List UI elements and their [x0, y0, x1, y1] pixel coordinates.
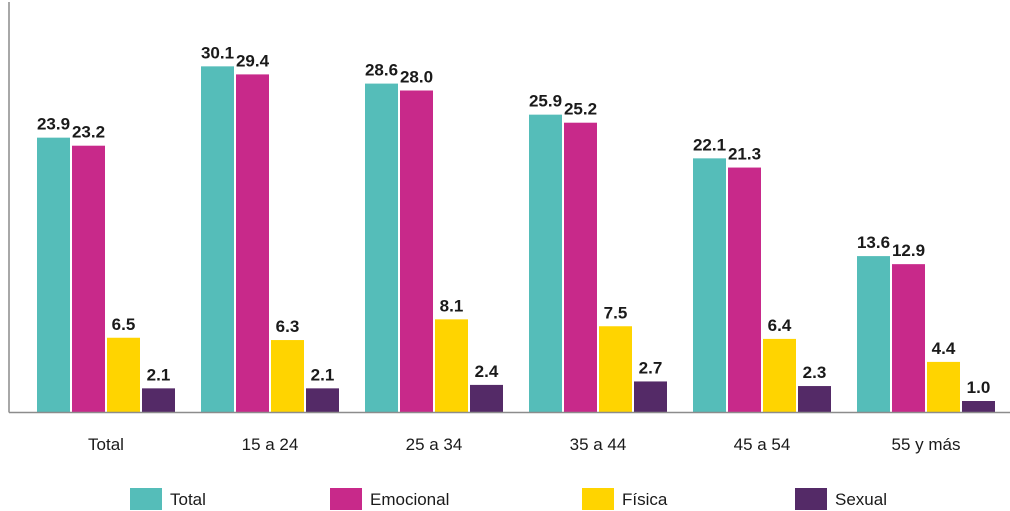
- bar-f-sica-3: [599, 326, 632, 413]
- bars-layer: [37, 66, 995, 413]
- legend-label: Total: [170, 490, 206, 509]
- bar-sexual-2: [470, 384, 503, 413]
- bar-total-1: [201, 66, 234, 413]
- legend: Total Emocional Física Sexual: [130, 488, 887, 510]
- legend-swatch: [330, 488, 362, 510]
- bar-value-label: 12.9: [892, 241, 925, 260]
- bar-sexual-4: [798, 386, 831, 413]
- bar-value-label: 6.5: [112, 315, 136, 334]
- x-tick-label: 15 a 24: [242, 435, 299, 454]
- bar-value-label: 6.3: [276, 317, 300, 336]
- bar-value-label: 28.6: [365, 61, 398, 80]
- bar-emocional-0: [72, 145, 105, 413]
- bar-value-label: 13.6: [857, 233, 890, 252]
- bar-total-5: [857, 256, 890, 413]
- legend-label: Física: [622, 490, 668, 509]
- bar-emocional-1: [236, 74, 269, 413]
- bar-value-label: 23.2: [72, 123, 105, 142]
- bar-emocional-3: [564, 122, 597, 413]
- bar-value-label: 1.0: [967, 378, 991, 397]
- legend-item-f-sica: Física: [582, 488, 668, 510]
- bar-value-label: 28.0: [400, 68, 433, 87]
- x-tick-label: 25 a 34: [406, 435, 463, 454]
- bar-total-3: [529, 114, 562, 413]
- bar-sexual-0: [142, 388, 175, 413]
- legend-label: Emocional: [370, 490, 449, 509]
- bar-value-label: 2.1: [147, 365, 171, 384]
- legend-swatch: [582, 488, 614, 510]
- bar-value-label: 2.4: [475, 362, 499, 381]
- bar-f-sica-2: [435, 319, 468, 413]
- bar-f-sica-1: [271, 340, 304, 413]
- bar-value-label: 30.1: [201, 43, 234, 62]
- bar-value-label: 4.4: [932, 339, 956, 358]
- bar-value-label: 2.1: [311, 365, 335, 384]
- bar-emocional-5: [892, 264, 925, 413]
- bar-sexual-1: [306, 388, 339, 413]
- bar-value-label: 25.2: [564, 100, 597, 119]
- bar-emocional-2: [400, 90, 433, 413]
- x-tick-label: Total: [88, 435, 124, 454]
- axes-layer: [8, 2, 1010, 414]
- bar-total-0: [37, 137, 70, 413]
- bar-emocional-4: [728, 167, 761, 413]
- bar-value-label: 25.9: [529, 92, 562, 111]
- legend-item-emocional: Emocional: [330, 488, 449, 510]
- legend-item-sexual: Sexual: [795, 488, 887, 510]
- legend-item-total: Total: [130, 488, 206, 510]
- bar-value-label: 2.7: [639, 358, 663, 377]
- bar-f-sica-4: [763, 338, 796, 413]
- bar-value-label: 21.3: [728, 145, 761, 164]
- bar-value-label: 6.4: [768, 316, 792, 335]
- bar-value-label: 8.1: [440, 296, 464, 315]
- bar-total-2: [365, 83, 398, 413]
- legend-swatch: [130, 488, 162, 510]
- bar-value-label: 2.3: [803, 363, 827, 382]
- labels-layer: 23.9 30.1 28.6 25.9 22.1 13.6 23.2 29.4 28.0 25.2…: [37, 43, 990, 454]
- bar-value-label: 22.1: [693, 135, 726, 154]
- x-tick-label: 55 y más: [892, 435, 961, 454]
- bar-value-label: 23.9: [37, 115, 70, 134]
- bar-total-4: [693, 158, 726, 413]
- bar-sexual-5: [962, 401, 995, 413]
- bar-value-label: 7.5: [604, 303, 628, 322]
- bar-f-sica-0: [107, 337, 140, 413]
- legend-label: Sexual: [835, 490, 887, 509]
- bar-value-label: 29.4: [236, 51, 270, 70]
- x-tick-label: 45 a 54: [734, 435, 791, 454]
- bar-sexual-3: [634, 381, 667, 413]
- legend-swatch: [795, 488, 827, 510]
- bar-f-sica-5: [927, 361, 960, 413]
- x-tick-label: 35 a 44: [570, 435, 627, 454]
